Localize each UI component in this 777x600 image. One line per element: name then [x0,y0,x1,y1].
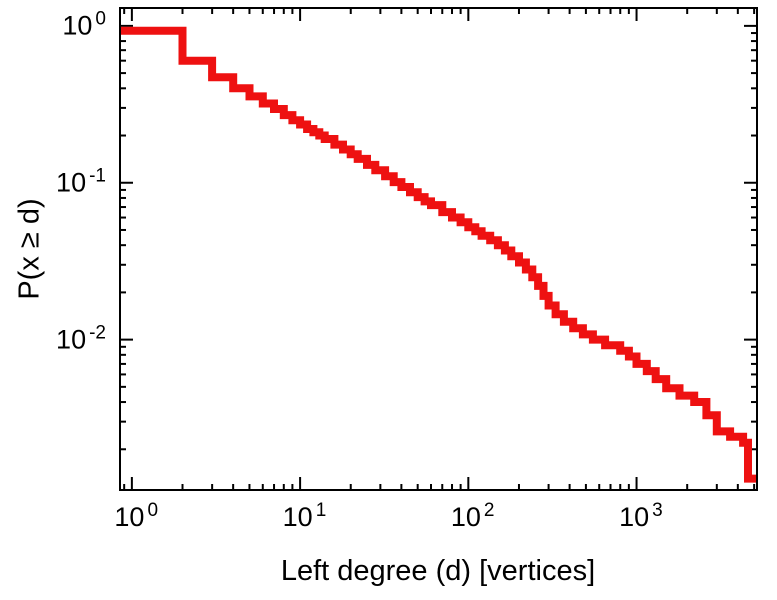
x-tick-label-exponent: 2 [483,500,495,521]
plot-border [119,7,758,491]
y-tick-label: 10 0 [62,8,106,41]
x-tick-label: 10 1 [282,500,327,533]
x-tick-label-exponent: 1 [315,500,327,521]
y-tick-label-mantissa: 10 [56,167,87,198]
x-axis-label: Left degree (d) [vertices] [280,555,596,587]
y-tick-label: 10 -1 [56,165,106,198]
y-tick-label-exponent: -2 [89,322,106,344]
x-tick-label-exponent: 3 [652,500,663,521]
x-tick-label-mantissa: 10 [282,502,313,532]
x-tick-label-mantissa: 10 [619,502,650,532]
x-tick-label-mantissa: 10 [114,502,145,532]
x-tick-label: 10 2 [450,500,495,533]
y-tick-label-mantissa: 10 [56,324,87,355]
x-tick-label-exponent: 0 [147,500,159,521]
y-tick-label-exponent: 0 [95,8,106,30]
x-tick-label: 10 0 [114,500,159,533]
y-axis-label: P(x ≥ d) [13,198,46,300]
ccdf-step-curve [120,26,757,483]
x-tick-label: 10 3 [619,500,663,533]
y-tick-label-exponent: -1 [89,165,106,187]
y-tick-label-mantissa: 10 [62,10,93,41]
y-tick-label: 10 -2 [56,322,106,355]
x-tick-label-mantissa: 10 [450,502,481,532]
